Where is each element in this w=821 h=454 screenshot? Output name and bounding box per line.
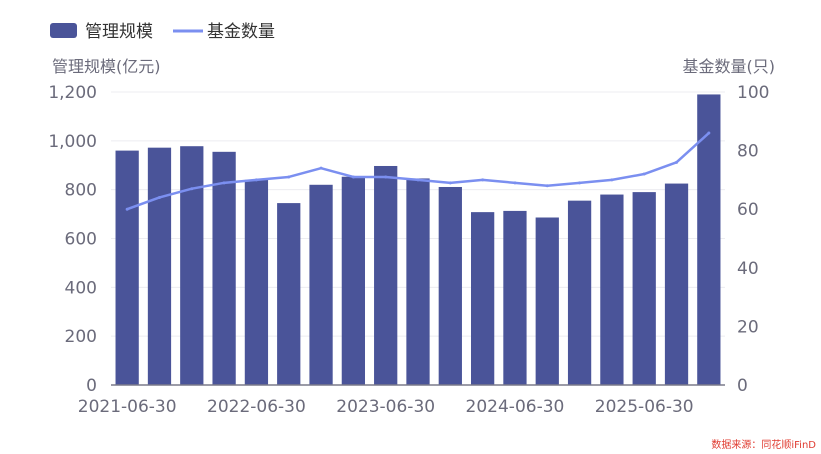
y-right-tick-label: 40 <box>737 259 759 279</box>
bar-2025-09-30[interactable] <box>664 183 689 385</box>
line-point-2022-12-31[interactable] <box>319 166 323 170</box>
line-point-2021-06-30[interactable] <box>125 207 129 211</box>
bar-2022-12-31[interactable] <box>309 184 333 385</box>
y-left-tick-label: 1,000 <box>48 132 97 152</box>
legend-label-line[interactable]: 基金数量 <box>207 22 275 42</box>
y-axis-left: 0 200 400 600 800 1,000 1,200 <box>48 83 97 396</box>
bar-2023-12-31[interactable] <box>438 186 462 385</box>
x-axis: 2021-06-30 2022-06-30 2023-06-30 2024-06-30… <box>78 384 725 417</box>
bar-2022-06-30[interactable] <box>244 179 269 385</box>
y-left-tick-label: 200 <box>65 327 97 347</box>
line-point-2025-09-30[interactable] <box>675 160 679 164</box>
line-point-2024-03-31[interactable] <box>481 178 485 182</box>
line-point-2024-12-31[interactable] <box>578 181 582 185</box>
line-point-2025-03-31[interactable] <box>610 178 614 182</box>
y-right-tick-label: 80 <box>737 142 759 162</box>
y-right-tick-label: 60 <box>737 200 759 220</box>
line-point-2024-09-30[interactable] <box>545 184 549 188</box>
bar-2021-06-30[interactable] <box>115 150 139 385</box>
line-point-2023-12-31[interactable] <box>448 181 452 185</box>
y-right-tick-label: 20 <box>737 317 759 337</box>
legend[interactable]: 管理规模 基金数量 <box>50 22 275 42</box>
y-axis-right-title: 基金数量(只) <box>683 57 776 76</box>
bar-2024-12-31[interactable] <box>567 200 592 385</box>
bar-2021-12-31[interactable] <box>180 146 204 385</box>
y-left-tick-label: 400 <box>65 278 97 298</box>
bar-series <box>115 94 721 386</box>
line-point-2022-03-31[interactable] <box>222 181 226 185</box>
y-right-tick-label: 0 <box>737 376 748 396</box>
y-left-tick-label: 600 <box>65 230 97 250</box>
bar-2023-09-30[interactable] <box>406 178 430 385</box>
bar-2023-06-30[interactable] <box>374 165 398 385</box>
y-right-tick-label: 100 <box>737 83 769 103</box>
line-point-2024-06-30[interactable] <box>513 181 517 185</box>
line-point-2021-12-31[interactable] <box>190 187 194 191</box>
y-axis-left-title: 管理规模(亿元) <box>52 57 161 76</box>
line-series <box>125 131 711 211</box>
bar-2024-09-30[interactable] <box>535 217 559 385</box>
x-tick-label: 2023-06-30 <box>336 397 435 417</box>
y-left-tick-label: 1,200 <box>48 83 97 103</box>
x-tick-label: 2021-06-30 <box>78 397 177 417</box>
bar-2025-03-31[interactable] <box>600 194 624 385</box>
source-note: 数据来源：同花顺iFinD <box>711 438 816 451</box>
bar-2025-12-31[interactable] <box>697 94 721 386</box>
line-point-2022-09-30[interactable] <box>287 175 291 179</box>
bar-2022-09-30[interactable] <box>277 203 301 385</box>
line-point-2022-06-30[interactable] <box>254 178 258 182</box>
line-point-2023-06-30[interactable] <box>384 175 388 179</box>
x-tick-label: 2025-06-30 <box>595 397 694 417</box>
y-axis-right: 0 20 40 60 80 100 <box>737 83 769 396</box>
line-point-2025-06-30[interactable] <box>642 172 646 176</box>
bar-2022-03-31[interactable] <box>212 151 236 385</box>
bar-2025-06-30[interactable] <box>632 192 656 385</box>
bar-2024-06-30[interactable] <box>503 210 527 385</box>
y-left-tick-label: 800 <box>65 181 97 201</box>
x-tick-label: 2024-06-30 <box>466 397 565 417</box>
line-point-2021-09-30[interactable] <box>157 195 161 199</box>
y-left-tick-label: 0 <box>86 376 97 396</box>
line-point-2025-12-31[interactable] <box>707 131 711 135</box>
line-point-2023-03-31[interactable] <box>351 175 355 179</box>
bar-2021-09-30[interactable] <box>147 147 172 385</box>
bar-2024-03-31[interactable] <box>470 212 495 385</box>
line-point-2023-09-30[interactable] <box>416 178 420 182</box>
bar-2023-03-31[interactable] <box>341 176 366 385</box>
x-tick-label: 2022-06-30 <box>207 397 306 417</box>
legend-label-bar[interactable]: 管理规模 <box>85 22 153 42</box>
legend-swatch-bar <box>50 23 77 38</box>
